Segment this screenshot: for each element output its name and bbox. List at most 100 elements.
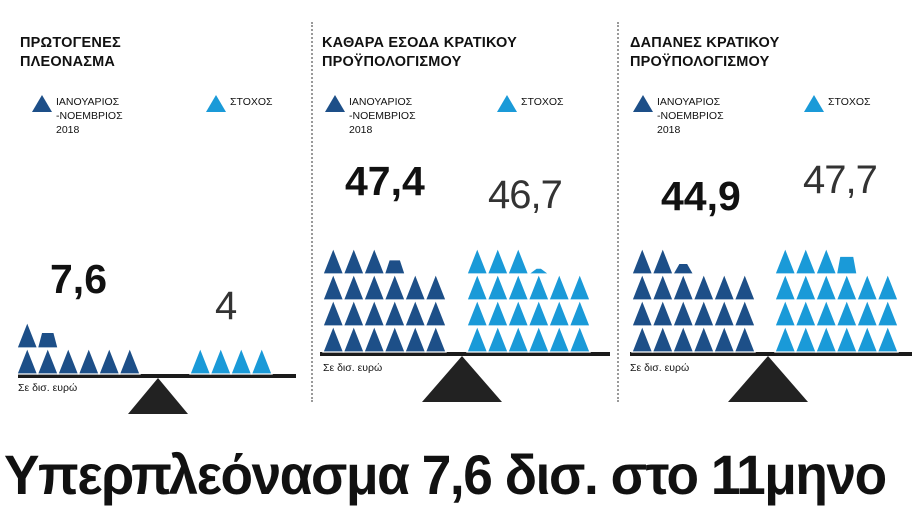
legend-actual-label: ΙΑΝΟΥΑΡΙΟΣ -ΝΟΕΜΒΡΙΟΣ 2018	[349, 96, 416, 136]
actual-pile-triangle	[77, 346, 100, 375]
target-pile-triangle	[815, 246, 838, 275]
target-pile-triangle	[486, 272, 509, 301]
actual-pile-triangle	[692, 324, 715, 353]
triangle-dark-icon	[633, 95, 653, 112]
target-pile-triangle	[507, 246, 530, 275]
scale-fulcrum	[728, 356, 808, 402]
target-value: 47,7	[803, 158, 878, 202]
headline: Υπερπλεόνασμα 7,6 δισ. στο 11μηνο	[4, 443, 887, 506]
legend-target-label: ΣΤΟΧΟΣ	[230, 96, 273, 108]
target-pile-triangle	[815, 272, 838, 301]
target-pile-triangle	[774, 272, 797, 301]
actual-pile-triangle	[118, 346, 141, 375]
actual-pile-triangle	[692, 298, 715, 327]
actual-pile-triangle	[733, 272, 756, 301]
panel-primary-surplus: ΠΡΩΤΟΓΕΝΕΣ ΠΛΕΟΝΑΣΜΑ ΙΑΝΟΥΑΡΙΟΣ -ΝΟΕΜΒΡΙ…	[0, 0, 308, 430]
target-pile-triangle	[794, 298, 817, 327]
target-pile-triangle	[835, 272, 858, 301]
target-pile-triangle	[527, 324, 550, 353]
target-pile-triangle	[835, 298, 858, 327]
target-pile-triangle	[486, 324, 509, 353]
actual-pile-triangle	[383, 272, 406, 301]
target-pile-triangle	[507, 324, 530, 353]
target-pile-triangle	[794, 246, 817, 275]
triangle-dark-icon	[325, 95, 345, 112]
target-pile-triangle	[486, 246, 509, 275]
actual-pile-triangle	[363, 272, 386, 301]
actual-pile-triangle	[363, 324, 386, 353]
panel-net-revenue: ΚΑΘΑΡΑ ΕΣΟΔΑ ΚΡΑΤΙΚΟΥ ΠΡΟΫΠΟΛΟΓΙΣΜΟΥ ΙΑΝ…	[310, 0, 615, 430]
actual-pile-triangle	[16, 346, 39, 375]
target-pile-triangle	[486, 298, 509, 327]
actual-pile-triangle	[363, 298, 386, 327]
legend-actual-label: ΙΑΝΟΥΑΡΙΟΣ -ΝΟΕΜΒΡΙΟΣ 2018	[657, 96, 724, 136]
actual-pile-triangle	[651, 272, 674, 301]
actual-pile-triangle	[363, 246, 386, 275]
actual-pile-triangle	[342, 246, 365, 275]
target-pile-triangle	[856, 324, 879, 353]
actual-pile-triangle	[713, 324, 736, 353]
actual-pile-triangle	[57, 346, 80, 375]
actual-pile-triangle	[713, 298, 736, 327]
actual-pile-triangle	[651, 246, 674, 275]
target-pile-triangle	[856, 298, 879, 327]
actual-pile-triangle	[404, 272, 427, 301]
unit-label: Σε δισ. ευρώ	[630, 362, 690, 374]
actual-value: 44,9	[661, 173, 741, 219]
actual-pile-triangle	[733, 324, 756, 353]
target-pile-triangle	[774, 324, 797, 353]
target-pile-triangle	[250, 346, 273, 375]
actual-pile-triangle	[651, 298, 674, 327]
scale-fulcrum	[422, 356, 502, 402]
actual-pile-triangle	[692, 272, 715, 301]
scale-fulcrum	[128, 378, 188, 414]
target-pile-triangle	[548, 298, 571, 327]
legend-target-label: ΣΤΟΧΟΣ	[521, 96, 564, 108]
target-pile-partial-triangle	[526, 267, 551, 275]
target-pile-triangle	[466, 246, 489, 275]
triangle-light-icon	[206, 95, 226, 112]
target-pile-triangle	[466, 298, 489, 327]
target-pile-triangle	[835, 324, 858, 353]
actual-pile-triangle	[322, 246, 345, 275]
panel-expenditure: ΔΑΠΑΝΕΣ ΚΡΑΤΙΚΟΥ ΠΡΟΫΠΟΛΟΓΙΣΜΟΥ ΙΑΝΟΥΑΡΙ…	[617, 0, 917, 430]
target-pile-triangle	[507, 298, 530, 327]
actual-pile-triangle	[404, 298, 427, 327]
target-pile-triangle	[876, 324, 899, 353]
separator	[311, 22, 313, 402]
target-pile-triangle	[815, 298, 838, 327]
target-pile-triangle	[568, 298, 591, 327]
target-pile-triangle	[548, 272, 571, 301]
separator	[617, 22, 619, 402]
actual-pile-triangle	[342, 272, 365, 301]
target-pile-triangle	[774, 246, 797, 275]
actual-pile-triangle	[424, 324, 447, 353]
triangle-light-icon	[804, 95, 824, 112]
target-pile-triangle	[794, 272, 817, 301]
legend-target-label: ΣΤΟΧΟΣ	[828, 96, 871, 108]
actual-pile-partial-triangle	[671, 262, 695, 275]
target-pile-triangle	[548, 324, 571, 353]
actual-pile-triangle	[404, 324, 427, 353]
actual-pile-partial-triangle	[36, 331, 59, 349]
actual-pile-triangle	[342, 324, 365, 353]
target-pile-triangle	[568, 272, 591, 301]
actual-pile-triangle	[322, 298, 345, 327]
target-pile-triangle	[466, 272, 489, 301]
panel-title: ΠΡΩΤΟΓΕΝΕΣ ΠΛΕΟΝΑΣΜΑ	[20, 35, 121, 70]
target-pile-triangle	[527, 298, 550, 327]
target-pile-triangle	[189, 346, 212, 375]
target-pile-triangle	[815, 324, 838, 353]
target-pile-triangle	[568, 324, 591, 353]
actual-pile-triangle	[672, 298, 695, 327]
actual-pile-triangle	[631, 246, 654, 275]
actual-pile-triangle	[342, 298, 365, 327]
target-pile-triangle	[794, 324, 817, 353]
actual-pile-triangle	[631, 324, 654, 353]
actual-pile-triangle	[672, 324, 695, 353]
target-pile-triangle	[230, 346, 253, 375]
actual-pile-triangle	[631, 298, 654, 327]
triangle-dark-icon	[32, 95, 52, 112]
actual-pile-triangle	[383, 324, 406, 353]
actual-pile-triangle	[322, 272, 345, 301]
